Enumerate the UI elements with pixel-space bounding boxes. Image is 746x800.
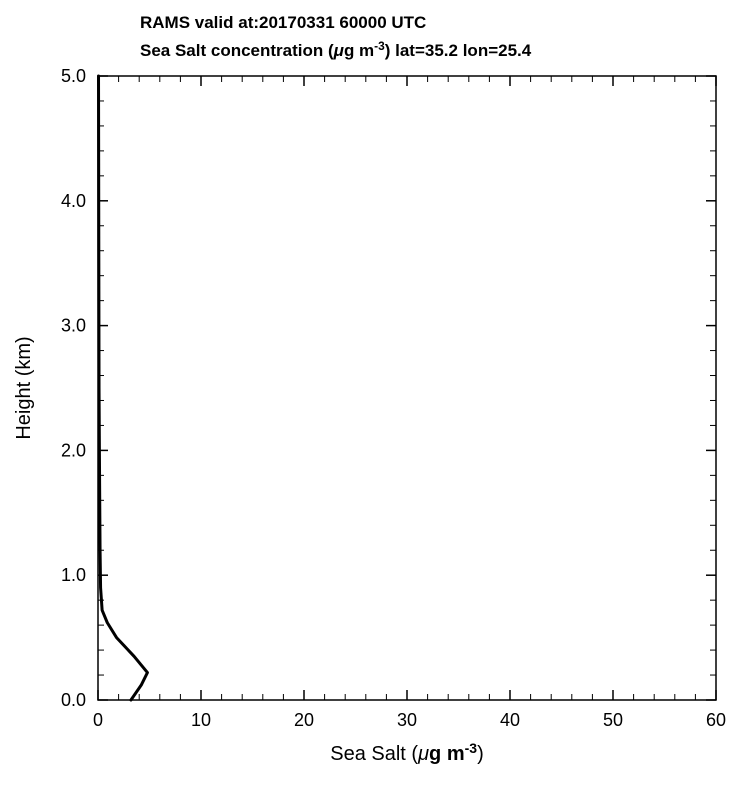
y-axis-label: Height (km) bbox=[13, 336, 35, 439]
x-tick-label: 30 bbox=[397, 710, 417, 730]
x-axis-label: Sea Salt (μg m-3) bbox=[330, 740, 483, 765]
chart-title-1: RAMS valid at:20170331 60000 UTC bbox=[140, 13, 426, 32]
x-tick-label: 0 bbox=[93, 710, 103, 730]
chart-container: RAMS valid at:20170331 60000 UTC Sea Salt… bbox=[0, 0, 746, 800]
y-tick-label: 2.0 bbox=[61, 440, 86, 460]
x-tick-label: 60 bbox=[706, 710, 726, 730]
y-tick-label: 1.0 bbox=[61, 565, 86, 585]
y-tick-label: 0.0 bbox=[61, 690, 86, 710]
y-tick-label: 3.0 bbox=[61, 316, 86, 336]
x-tick-label: 50 bbox=[603, 710, 623, 730]
x-tick-label: 40 bbox=[500, 710, 520, 730]
chart-svg: RAMS valid at:20170331 60000 UTC Sea Salt… bbox=[0, 0, 746, 800]
x-tick-label: 10 bbox=[191, 710, 211, 730]
chart-title-2: Sea Salt concentration (μg m-3) lat=35.2… bbox=[140, 39, 532, 60]
x-tick-label: 20 bbox=[294, 710, 314, 730]
data-line bbox=[99, 76, 148, 700]
y-tick-label: 4.0 bbox=[61, 191, 86, 211]
y-tick-label: 5.0 bbox=[61, 66, 86, 86]
plot-border bbox=[98, 76, 716, 700]
